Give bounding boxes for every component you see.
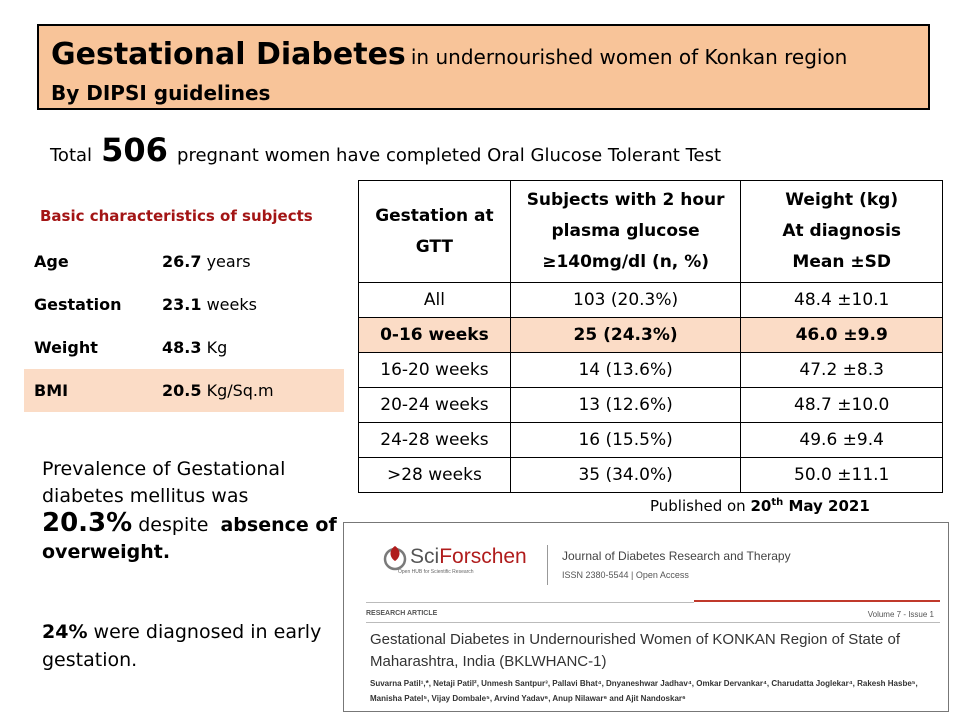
paper-authors: Suvarna Patil¹,*, Netaji Patil², Unmesh … [370, 679, 918, 703]
divider [694, 600, 940, 602]
stat-row-weight: Weight 48.3 Kg [24, 326, 344, 369]
prevalence-value: 20.3% [42, 508, 133, 538]
table-cell: 50.0 ±11.1 [740, 457, 943, 493]
divider [366, 622, 940, 623]
gtt-results-table: Gestation at GTT Subjects with 2 hour plas… [358, 180, 943, 493]
prevalence-statement: Prevalence of Gestational diabetes melli… [42, 456, 342, 566]
page-title-rest: in undernourished women of Konkan region [410, 45, 848, 69]
basic-characteristics-title: Basic characteristics of subjects [40, 207, 313, 225]
table-cell: 48.7 ±10.0 [740, 387, 943, 423]
page-title: Gestational Diabetes [51, 37, 406, 72]
volume-issue: Volume 7 - Issue 1 [867, 610, 934, 619]
table-row: 20-24 weeks 13 (12.6%) 48.7 ±10.0 [358, 387, 943, 423]
stat-value: 48.3 Kg [162, 338, 228, 357]
page-subtitle: By DIPSI guidelines [51, 81, 271, 105]
divider [547, 545, 548, 585]
table-cell: 103 (20.3%) [509, 282, 742, 318]
table-cell: All [358, 282, 511, 318]
total-count: 506 [101, 131, 168, 169]
table-cell: 0-16 weeks [358, 317, 511, 353]
early-diagnosis-value: 24% [42, 621, 88, 643]
table-cell: 24-28 weeks [358, 422, 511, 458]
table-header-row: Gestation at GTT Subjects with 2 hour plas… [358, 180, 943, 283]
table-cell: 48.4 ±10.1 [740, 282, 943, 318]
stat-label: Gestation [34, 295, 122, 314]
title-banner: Gestational Diabetes in undernourished w… [37, 24, 930, 110]
table-cell: 16-20 weeks [358, 352, 511, 388]
journal-name: Journal of Diabetes Research and Therapy [562, 549, 791, 563]
article-type: RESEARCH ARTICLE [366, 610, 438, 617]
table-row: >28 weeks 35 (34.0%) 50.0 ±11.1 [358, 457, 943, 493]
stat-row-age: Age 26.7 years [24, 240, 344, 283]
table-cell: 47.2 ±8.3 [740, 352, 943, 388]
stat-value: 20.5 Kg/Sq.m [162, 381, 274, 400]
table-cell: 20-24 weeks [358, 387, 511, 423]
table-cell: 25 (24.3%) [509, 317, 742, 353]
table-cell: 49.6 ±9.4 [740, 422, 943, 458]
total-prefix: Total [50, 145, 93, 166]
early-diagnosis-text: were diagnosed in early gestation. [42, 621, 322, 671]
total-suffix: pregnant women have completed Oral Gluco… [177, 145, 722, 166]
table-row: 24-28 weeks 16 (15.5%) 49.6 ±9.4 [358, 422, 943, 458]
sciforschen-logo: SciForschen [382, 543, 527, 571]
stat-label: Weight [34, 338, 98, 357]
table-cell: 16 (15.5%) [509, 422, 742, 458]
table-row-highlighted: 0-16 weeks 25 (24.3%) 46.0 ±9.9 [358, 317, 943, 353]
prevalence-despite: despite [138, 514, 209, 536]
column-header-subjects: Subjects with 2 hour plasma glucose ≥140mg… [509, 180, 742, 283]
stat-label: Age [34, 252, 69, 271]
journal-issn: ISSN 2380-5544 | Open Access [562, 570, 689, 580]
title-line: Gestational Diabetes in undernourished w… [51, 34, 916, 80]
stat-value: 26.7 years [162, 252, 251, 271]
table-cell: 13 (12.6%) [509, 387, 742, 423]
table-row: All 103 (20.3%) 48.4 ±10.1 [358, 282, 943, 318]
column-header-weight: Weight (kg) At diagnosis Mean ±SD [740, 180, 943, 283]
table-cell: 14 (13.6%) [509, 352, 742, 388]
paper-thumbnail: SciForschen Open HUB for Scientific Rese… [343, 522, 949, 712]
stat-row-gestation: Gestation 23.1 weeks [24, 283, 344, 326]
early-diagnosis-statement: 24% were diagnosed in early gestation. [42, 618, 342, 674]
basic-characteristics-list: Age 26.7 years Gestation 23.1 weeks Weig… [24, 240, 344, 412]
prevalence-intro: Prevalence of Gestational diabetes melli… [42, 458, 286, 507]
table-cell: 35 (34.0%) [509, 457, 742, 493]
table-row: 16-20 weeks 14 (13.6%) 47.2 ±8.3 [358, 352, 943, 388]
total-line: Total 506 pregnant women have completed … [50, 128, 721, 178]
stat-value: 23.1 weeks [162, 295, 257, 314]
column-header-gestation: Gestation at GTT [358, 180, 511, 283]
leaf-logo-icon [383, 546, 407, 571]
stat-label: BMI [34, 381, 69, 400]
prevalence-tail: absence of overweight. [42, 514, 337, 563]
logo-tagline: Open HUB for Scientific Research [398, 569, 474, 575]
paper-title: Gestational Diabetes in Undernourished W… [370, 631, 901, 670]
divider [366, 602, 694, 603]
published-date: Published on 20th May 2021 [650, 497, 870, 515]
table-cell: 46.0 ±9.9 [740, 317, 943, 353]
stat-row-bmi: BMI 20.5 Kg/Sq.m [24, 369, 344, 412]
table-cell: >28 weeks [358, 457, 511, 493]
